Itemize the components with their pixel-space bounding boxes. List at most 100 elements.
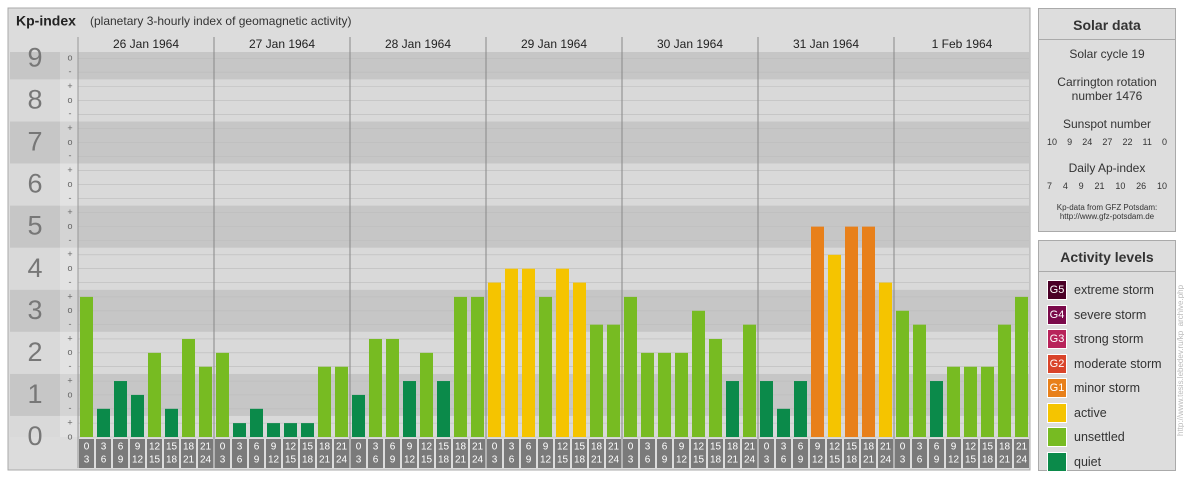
bar: [590, 324, 603, 437]
hour-label: 0: [220, 442, 226, 453]
ap-value: 21: [1094, 181, 1105, 191]
hour-label: 21: [472, 442, 484, 453]
bar: [828, 254, 841, 437]
minor-tick-label: o: [67, 347, 72, 357]
date-label: 29 Jan 1964: [521, 37, 587, 51]
hour-label: 12: [812, 455, 824, 466]
hour-box: [538, 439, 553, 468]
minor-tick-label: -: [69, 67, 72, 77]
bar: [471, 296, 484, 437]
hour-label: 9: [662, 455, 668, 466]
hour-label: 24: [744, 455, 756, 466]
hour-label: 15: [557, 455, 569, 466]
hour-box: [793, 439, 808, 468]
hour-box: [725, 439, 740, 468]
hour-label: 9: [951, 442, 957, 453]
hour-label: 6: [781, 455, 787, 466]
hour-label: 15: [302, 442, 314, 453]
hour-box: [691, 439, 706, 468]
date-label: 27 Jan 1964: [249, 37, 315, 51]
bar: [573, 282, 586, 437]
hour-box: [929, 439, 944, 468]
hour-label: 9: [390, 455, 396, 466]
date-label: 31 Jan 1964: [793, 37, 859, 51]
minor-tick-label: +: [67, 81, 72, 91]
bar: [216, 352, 229, 437]
sunspot-value: 27: [1102, 137, 1113, 147]
hour-label: 18: [982, 455, 994, 466]
hour-label: 9: [815, 442, 821, 453]
ap-value: 26: [1136, 181, 1147, 191]
hour-label: 9: [543, 442, 549, 453]
bar: [896, 310, 909, 437]
hour-label: 18: [302, 455, 314, 466]
y-tick-label: 6: [27, 169, 42, 199]
bar: [777, 408, 790, 437]
hour-label: 9: [407, 442, 413, 453]
hour-box: [402, 439, 417, 468]
hour-label: 6: [101, 455, 107, 466]
hour-label: 21: [336, 442, 348, 453]
hour-box: [963, 439, 978, 468]
y-tick-label: 7: [27, 127, 42, 157]
hour-box: [878, 439, 893, 468]
hour-label: 9: [254, 455, 260, 466]
hour-label: 12: [268, 455, 280, 466]
panel-title: Solar data: [1039, 9, 1175, 40]
bar: [709, 338, 722, 437]
bar: [131, 394, 144, 437]
hour-label: 9: [135, 442, 141, 453]
ap-value: 9: [1078, 181, 1084, 191]
bar: [420, 352, 433, 437]
minor-tick-label: +: [67, 417, 72, 427]
legend-label: extreme storm: [1074, 283, 1154, 298]
hour-box: [606, 439, 621, 468]
hour-box: [351, 439, 366, 468]
legend-swatch: G1: [1047, 378, 1067, 399]
bar: [641, 352, 654, 437]
bar: [539, 296, 552, 437]
bar: [80, 296, 93, 437]
y-tick-label: 4: [27, 253, 42, 283]
hour-label: 9: [798, 455, 804, 466]
hour-box: [181, 439, 196, 468]
hour-label: 15: [846, 442, 858, 453]
minor-tick-label: o: [67, 305, 72, 315]
hour-box: [997, 439, 1012, 468]
chart: Kp-index (planetary 3-hourly index of ge…: [7, 7, 1031, 471]
legend-item: G4 severe storm: [1039, 303, 1175, 328]
hour-box: [113, 439, 128, 468]
bar: [794, 381, 807, 437]
bar: [964, 366, 977, 437]
hour-label: 12: [421, 442, 433, 453]
hour-label: 9: [679, 442, 685, 453]
minor-tick-label: +: [67, 165, 72, 175]
hour-label: 9: [271, 442, 277, 453]
minor-tick-label: o: [67, 137, 72, 147]
legend-item: active: [1039, 401, 1175, 426]
minor-tick-label: o: [67, 179, 72, 189]
ap-label: Daily Ap-index: [1068, 161, 1146, 175]
bar: [675, 352, 688, 437]
ap-row: 7 4 9 21 10 26 10: [1039, 181, 1175, 191]
hour-box: [266, 439, 281, 468]
hour-label: 18: [319, 442, 331, 453]
bar: [250, 408, 263, 437]
hour-label: 12: [132, 455, 144, 466]
hour-label: 15: [710, 442, 722, 453]
minor-tick-label: -: [69, 151, 72, 161]
hour-label: 9: [934, 455, 940, 466]
bar: [284, 423, 297, 437]
y-tick-label: 8: [27, 85, 42, 115]
hour-box: [895, 439, 910, 468]
minor-tick-label: o: [67, 221, 72, 231]
legend-item: G5 extreme storm: [1039, 278, 1175, 303]
legend-swatch: G2: [1047, 353, 1067, 374]
sunspot-label: Sunspot number: [1062, 117, 1152, 131]
hour-box: [674, 439, 689, 468]
sunspot-row: 10 9 24 27 22 11 0: [1039, 137, 1175, 147]
hour-box: [946, 439, 961, 468]
hour-label: 18: [591, 442, 603, 453]
hour-label: 12: [829, 442, 841, 453]
